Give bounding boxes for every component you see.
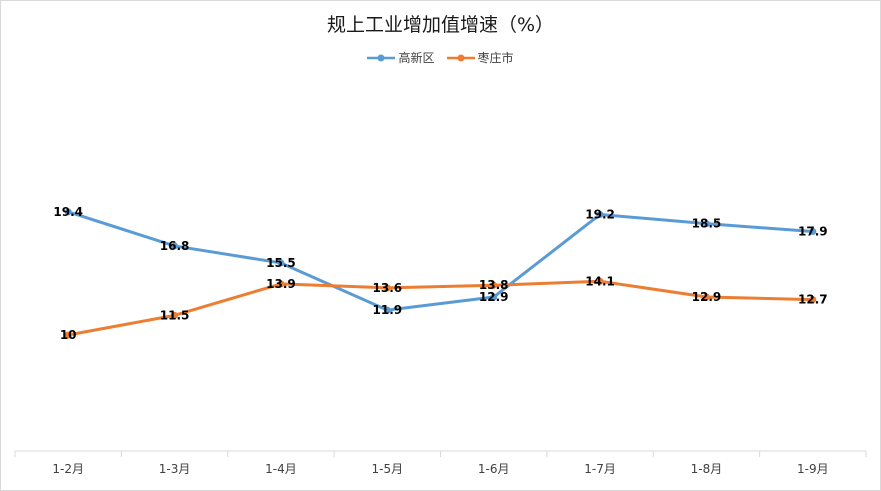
legend-swatch-gaoxin [367, 54, 396, 61]
chart-title: 规上工业增加值增速（%） [326, 14, 555, 36]
x-tick-label: 1-7月 [584, 462, 616, 476]
legend-swatch-zaozhuang [446, 54, 475, 61]
data-label: 12.9 [692, 290, 722, 304]
data-label: 12.7 [798, 293, 828, 307]
data-label: 19.4 [53, 205, 83, 219]
data-point [809, 228, 817, 236]
series-line [66, 210, 815, 312]
data-point [171, 242, 179, 250]
data-point [383, 306, 391, 314]
data-point [171, 311, 179, 319]
data-label: 11.9 [373, 303, 403, 317]
data-label: 13.8 [479, 278, 509, 292]
data-label: 15.5 [266, 256, 296, 270]
data-label: 11.5 [160, 308, 190, 322]
legend-item-gaoxin: 高新区 [367, 49, 435, 66]
series-line [66, 279, 815, 337]
data-point [702, 220, 710, 228]
data-point [64, 331, 72, 339]
legend-label-zaozhuang: 枣庄市 [477, 51, 514, 65]
data-point [490, 293, 498, 301]
data-label: 13.9 [266, 277, 296, 291]
data-point [809, 296, 817, 304]
legend-item-zaozhuang: 枣庄市 [446, 49, 514, 66]
legend-label-gaoxin: 高新区 [398, 51, 435, 65]
x-tick-label: 1-2月 [52, 462, 84, 476]
data-point [596, 277, 604, 285]
chart-legend: 高新区 枣庄市 [0, 49, 881, 66]
data-label: 10 [60, 328, 77, 342]
x-tick-label: 1-4月 [265, 462, 297, 476]
data-point [596, 210, 604, 218]
data-label: 13.6 [373, 281, 403, 295]
x-tick-label: 1-6月 [478, 462, 510, 476]
data-label: 16.8 [160, 239, 190, 253]
x-tick-label: 1-3月 [159, 462, 191, 476]
data-point [490, 281, 498, 289]
data-point [277, 280, 285, 288]
data-point [383, 284, 391, 292]
data-label: 19.2 [585, 207, 615, 221]
data-label: 12.9 [479, 290, 509, 304]
data-point [277, 259, 285, 267]
x-tick-label: 1-8月 [691, 462, 723, 476]
x-tick-label: 1-9月 [797, 462, 829, 476]
x-tick-label: 1-5月 [372, 462, 404, 476]
data-label: 14.1 [585, 274, 615, 288]
data-point [64, 208, 72, 216]
data-label: 18.5 [692, 217, 722, 231]
data-label: 17.9 [798, 225, 828, 239]
data-point [702, 293, 710, 301]
